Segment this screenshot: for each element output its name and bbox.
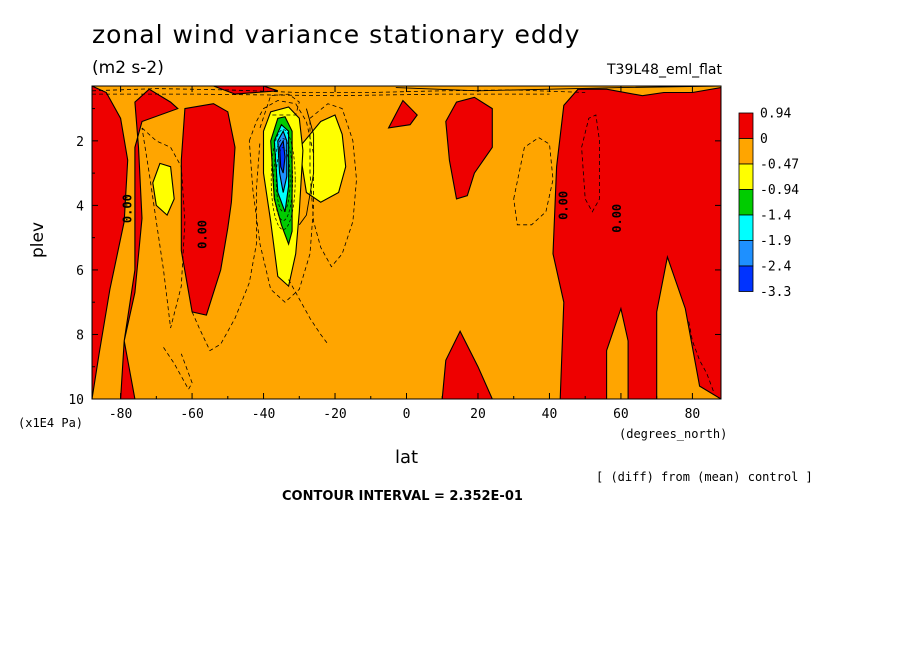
dashed-contour	[309, 103, 357, 268]
chart-units: (m2 s-2)	[92, 58, 164, 78]
contour-label: 0.00	[195, 220, 209, 249]
shaded-region	[152, 162, 175, 217]
contour-label: 0.00	[556, 191, 570, 220]
y-tick-label: 4	[76, 199, 84, 214]
colorbar-swatch	[738, 163, 754, 190]
shaded-region	[213, 86, 278, 95]
x-tick-label: 60	[613, 407, 629, 422]
x-tick-label: -40	[252, 407, 275, 422]
solid-contour	[298, 108, 315, 226]
y-tick-label: 10	[68, 393, 84, 408]
shaded-region	[441, 329, 493, 399]
y-tick-label: 2	[76, 135, 84, 150]
shaded-region	[445, 96, 493, 200]
colorbar-swatch	[738, 112, 754, 139]
shaded-region	[387, 99, 418, 129]
core-contour	[275, 147, 291, 212]
shaded-region	[120, 88, 179, 399]
y-tick-label: 6	[76, 264, 84, 279]
x-tick-label: 20	[470, 407, 486, 422]
colorbar-label: 0.94	[760, 107, 791, 122]
x-axis-label: lat	[395, 447, 419, 468]
x-tick-label: 80	[685, 407, 701, 422]
chart-title: zonal wind variance stationary eddy	[92, 20, 581, 49]
shaded-region	[180, 103, 236, 316]
colorbar-label: -1.9	[760, 234, 791, 249]
contour-label: 0.00	[120, 194, 134, 223]
shaded-region	[552, 87, 721, 399]
x-tick-label: 0	[403, 407, 411, 422]
colorbar-label: 0	[760, 132, 768, 147]
contour-label: 0.00	[610, 204, 624, 233]
shaded-region	[92, 86, 129, 399]
core-contour	[270, 129, 296, 230]
dashed-contour	[163, 347, 193, 391]
diff-note: [ (diff) from (mean) control ]	[596, 470, 813, 484]
x-tick-label: -80	[109, 407, 132, 422]
dashed-contour	[191, 140, 261, 352]
colorbar-label: -0.47	[760, 158, 799, 173]
colorbar-swatch	[738, 138, 754, 165]
x-tick-label: 40	[542, 407, 558, 422]
dashed-contour	[248, 100, 315, 303]
colorbar-swatch	[738, 240, 754, 267]
dashed-contour	[288, 279, 329, 345]
y-tick-label: 8	[76, 328, 84, 343]
x-tick-label: -20	[323, 407, 346, 422]
y-axis-unit: (x1E4 Pa)	[18, 416, 84, 430]
colorbar-swatch	[738, 189, 754, 216]
run-name: T39L48_eml_flat	[606, 62, 722, 78]
x-tick-label: -60	[180, 407, 203, 422]
dashed-contour	[259, 93, 300, 129]
shaded-region	[279, 139, 286, 174]
colorbar-swatch	[738, 214, 754, 241]
dashed-contour	[513, 137, 554, 226]
colorbar-label: -3.3	[760, 285, 791, 300]
core-contour	[273, 138, 294, 221]
x-axis-unit: (degrees_north)	[619, 427, 728, 441]
y-axis-label: plev	[28, 221, 48, 258]
dashed-contour	[581, 114, 600, 213]
dashed-contour	[141, 127, 186, 329]
colorbar-swatch	[738, 265, 754, 292]
colorbar-label: -0.94	[760, 183, 799, 198]
dashed-contour	[92, 93, 550, 97]
colorbar-label: -1.4	[760, 209, 791, 224]
contour-interval: CONTOUR INTERVAL = 2.352E-01	[282, 489, 523, 504]
colorbar-label: -2.4	[760, 260, 791, 275]
